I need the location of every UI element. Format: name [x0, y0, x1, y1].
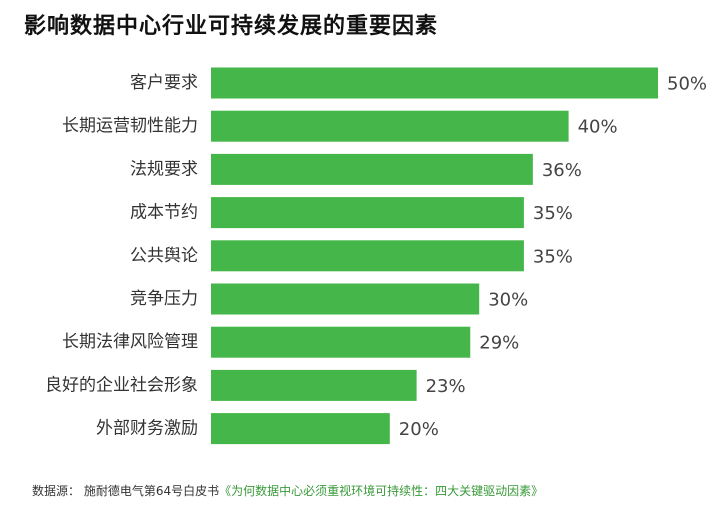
bar — [211, 197, 524, 229]
bar — [211, 283, 480, 315]
bar — [211, 240, 524, 272]
category-label: 公共舆论 — [130, 246, 198, 266]
bar — [211, 67, 658, 99]
value-label: 50% — [667, 74, 707, 95]
value-label: 40% — [578, 117, 618, 138]
bar — [211, 326, 471, 358]
value-label: 23% — [426, 376, 466, 397]
value-label: 36% — [542, 160, 582, 181]
category-label: 客户要求 — [130, 73, 198, 93]
bar — [211, 110, 569, 142]
value-label: 29% — [479, 333, 519, 354]
source-link[interactable]: 《为何数据中心必须重视环境可持续性：四大关键驱动因素》 — [219, 484, 544, 498]
data-source: 数据源： 施耐德电气第64号白皮书《为何数据中心必须重视环境可持续性：四大关键驱… — [32, 482, 543, 499]
source-prefix: 数据源： 施耐德电气第64号白皮书 — [32, 484, 220, 498]
value-label: 35% — [533, 203, 573, 224]
category-label: 外部财务激励 — [96, 419, 198, 439]
value-label: 20% — [399, 419, 439, 440]
bar — [211, 153, 533, 185]
chart-title: 影响数据中心行业可持续发展的重要因素 — [24, 14, 439, 39]
category-label: 长期法律风险管理 — [62, 332, 198, 352]
bar — [211, 413, 390, 445]
category-label: 竞争压力 — [130, 289, 198, 309]
category-label: 成本节约 — [130, 203, 198, 223]
bar — [211, 369, 417, 401]
category-label: 良好的企业社会形象 — [45, 375, 198, 395]
category-label: 法规要求 — [130, 159, 198, 179]
category-label: 长期运营韧性能力 — [62, 116, 198, 136]
value-label: 30% — [488, 290, 528, 311]
value-label: 35% — [533, 246, 573, 267]
